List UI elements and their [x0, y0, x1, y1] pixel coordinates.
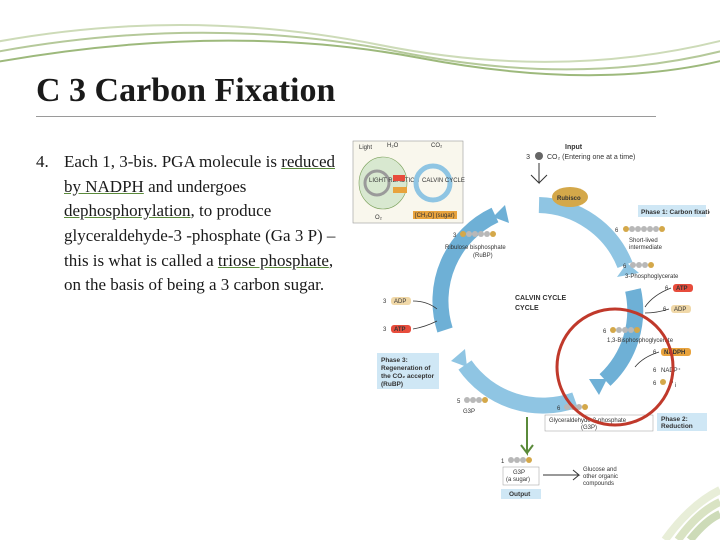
svg-text:Rubisco: Rubisco [557, 196, 581, 202]
phase1-box: Phase 1: Carbon fixation [638, 205, 710, 217]
svg-text:ATP: ATP [394, 327, 406, 333]
svg-text:1: 1 [501, 459, 505, 465]
body-text: 4. Each 1, 3-bis. PGA molecule is reduce… [36, 150, 336, 298]
svg-text:(RuBP): (RuBP) [381, 381, 403, 388]
svg-text:i: i [675, 383, 676, 389]
g3p-left: 5 G3P [457, 397, 488, 415]
svg-text:6: 6 [603, 329, 607, 335]
svg-text:Phase 2:: Phase 2: [661, 416, 688, 423]
list-number: 4. [36, 150, 60, 175]
svg-text:O₂: O₂ [375, 215, 383, 221]
svg-text:6: 6 [615, 228, 619, 234]
svg-text:Ribulose bisphosphate: Ribulose bisphosphate [445, 245, 506, 251]
svg-text:Glucose and: Glucose and [583, 467, 617, 473]
svg-text:intermediate: intermediate [629, 245, 663, 251]
inset-overview: Light H₂O CO₂ LIGHT REACTION CALVIN CYCL… [353, 141, 465, 223]
svg-text:NADPH: NADPH [664, 350, 685, 356]
atp-left: 3 ADP 3 ATP [383, 297, 437, 333]
underline-dephos: dephosphorylation [64, 201, 191, 220]
svg-text:1,3-Bisphosphoglycerate: 1,3-Bisphosphoglycerate [607, 338, 674, 344]
paragraph: Each 1, 3-bis. PGA molecule is reduced b… [64, 150, 336, 298]
input-co2: Input 3 CO₂ (Entering one at a time) [526, 144, 635, 183]
svg-text:CO₂ (Entering one at a time): CO₂ (Entering one at a time) [547, 154, 635, 161]
svg-text:Input: Input [565, 144, 583, 151]
svg-text:Output: Output [509, 491, 531, 498]
svg-text:G3P: G3P [513, 470, 525, 476]
svg-text:(RuBP): (RuBP) [473, 253, 493, 259]
nadph: 6 NADPH 6 NADP⁺ 6 Pi [635, 348, 691, 389]
svg-text:5: 5 [457, 399, 461, 405]
svg-text:Short-lived: Short-lived [629, 238, 658, 244]
svg-text:6: 6 [653, 368, 657, 374]
page-title: C 3 Carbon Fixation [36, 72, 656, 117]
svg-text:CO₂: CO₂ [431, 143, 443, 149]
svg-text:(a sugar): (a sugar) [506, 477, 530, 483]
svg-text:Regeneration of: Regeneration of [381, 365, 431, 372]
svg-text:CYCLE: CYCLE [515, 305, 539, 312]
svg-text:NADP⁺: NADP⁺ [661, 367, 681, 374]
svg-text:other organic: other organic [583, 474, 618, 480]
rubisco: Rubisco [552, 187, 588, 207]
phase3-box: Phase 3: Regeneration of the CO₂ accepto… [377, 353, 439, 389]
svg-text:Reduction: Reduction [661, 423, 693, 430]
svg-text:Phase 3:: Phase 3: [381, 357, 408, 364]
svg-text:Light: Light [359, 145, 372, 151]
atp-right: 6 ATP 6 ADP [645, 284, 693, 313]
svg-text:compounds: compounds [583, 481, 614, 487]
svg-text:H₂O: H₂O [387, 143, 399, 149]
calvin-cycle-label: CALVIN CYCLE [515, 295, 567, 302]
svg-text:6: 6 [653, 381, 657, 387]
svg-text:3: 3 [383, 299, 387, 305]
svg-text:3: 3 [526, 154, 530, 161]
underline-triose: triose phosphate [218, 251, 329, 270]
svg-text:3-Phosphoglycerate: 3-Phosphoglycerate [625, 274, 679, 280]
svg-text:ADP: ADP [674, 307, 686, 313]
svg-text:Phase 1: Carbon fixation: Phase 1: Carbon fixation [641, 209, 710, 216]
svg-text:ATP: ATP [676, 286, 688, 292]
svg-text:CALVIN CYCLE: CALVIN CYCLE [422, 178, 465, 184]
svg-text:G3P: G3P [463, 409, 475, 415]
phase2-box: Phase 2: Reduction [657, 413, 707, 431]
calvin-cycle-diagram: Light H₂O CO₂ LIGHT REACTION CALVIN CYCL… [345, 135, 710, 515]
svg-text:[CH₂O] (sugar): [CH₂O] (sugar) [415, 213, 455, 219]
svg-text:the CO₂ acceptor: the CO₂ acceptor [381, 373, 435, 380]
svg-text:(G3P): (G3P) [581, 425, 597, 431]
svg-text:3: 3 [383, 327, 387, 333]
svg-text:ADP: ADP [394, 299, 406, 305]
